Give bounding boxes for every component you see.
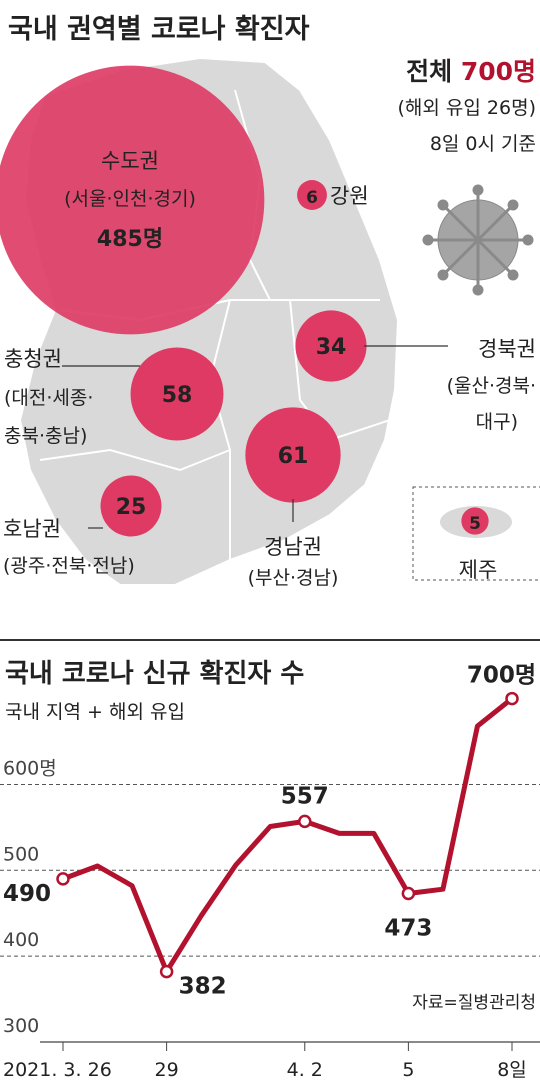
bubble [130, 347, 224, 441]
jeju-box [412, 486, 540, 581]
note: 8일 0시 기준 [430, 133, 536, 155]
region-detail: 충북·충남) [4, 425, 87, 447]
region-name: 경남권 [264, 535, 322, 559]
x-tick-label: 29 [155, 1059, 179, 1081]
region-detail: 대구) [476, 411, 518, 433]
virus-icon [422, 184, 534, 296]
bubble [297, 180, 327, 210]
region-detail: (서울·인천·경기) [64, 188, 196, 210]
region-name: 수도권 [101, 149, 159, 173]
value-label: 58 [162, 383, 193, 408]
region-name: 강원 [330, 184, 369, 208]
region-detail: (광주·전북·전남) [3, 555, 135, 577]
y-tick-label: 300 [3, 1015, 39, 1037]
region-name: 충청권 [4, 347, 62, 371]
series-line [62, 696, 514, 975]
region-name: 경북권 [478, 337, 536, 361]
data-label: 473 [384, 915, 432, 941]
region-detail: (대전·세종· [4, 387, 93, 409]
value-label: 25 [116, 495, 147, 520]
value-label: 6 [306, 188, 318, 208]
value-label: 61 [278, 444, 309, 469]
total-value: 700명 [461, 57, 536, 86]
y-tick-label: 400 [3, 929, 39, 951]
region-name: 제주 [459, 558, 498, 582]
note: (해외 유입 26명) [398, 97, 536, 119]
x-tick-label: 4. 2 [287, 1059, 323, 1081]
x-tick-label: 2021. 3. 26 [3, 1059, 112, 1081]
bubble [0, 65, 265, 335]
y-tick-label: 500 [3, 843, 39, 865]
value-label: 5 [469, 514, 481, 534]
point [401, 886, 416, 901]
line-title: 국내 코로나 신규 확진자 수 [5, 659, 304, 689]
y-tick-label: 600명 [3, 757, 57, 779]
data-label: 700명 [467, 663, 536, 689]
total-label: 전체 [406, 57, 452, 86]
point [505, 691, 519, 706]
data-label: 490 [3, 881, 51, 907]
region-name: 호남권 [3, 517, 61, 541]
bubble [461, 507, 489, 535]
total: 전체 700명 [406, 57, 536, 86]
bubble [100, 475, 162, 537]
bubble [295, 310, 367, 382]
x-tick-label: 5 [402, 1059, 414, 1081]
point [56, 872, 70, 886]
value-label: 485명 [97, 227, 163, 252]
region-detail: (울산·경북· [447, 375, 536, 397]
data-label: 557 [281, 783, 329, 809]
bubble [245, 407, 341, 503]
point [159, 964, 174, 979]
source: 자료=질병관리청 [412, 993, 536, 1013]
point [298, 814, 312, 829]
x-tick-label: 8일 [497, 1059, 527, 1081]
line-subtitle: 국내 지역 + 해외 유입 [5, 701, 185, 723]
map-title: 국내 권역별 코로나 확진자 [8, 14, 310, 45]
region-detail: (부산·경남) [248, 567, 339, 589]
data-label: 382 [179, 974, 227, 1000]
value-label: 34 [316, 335, 347, 360]
